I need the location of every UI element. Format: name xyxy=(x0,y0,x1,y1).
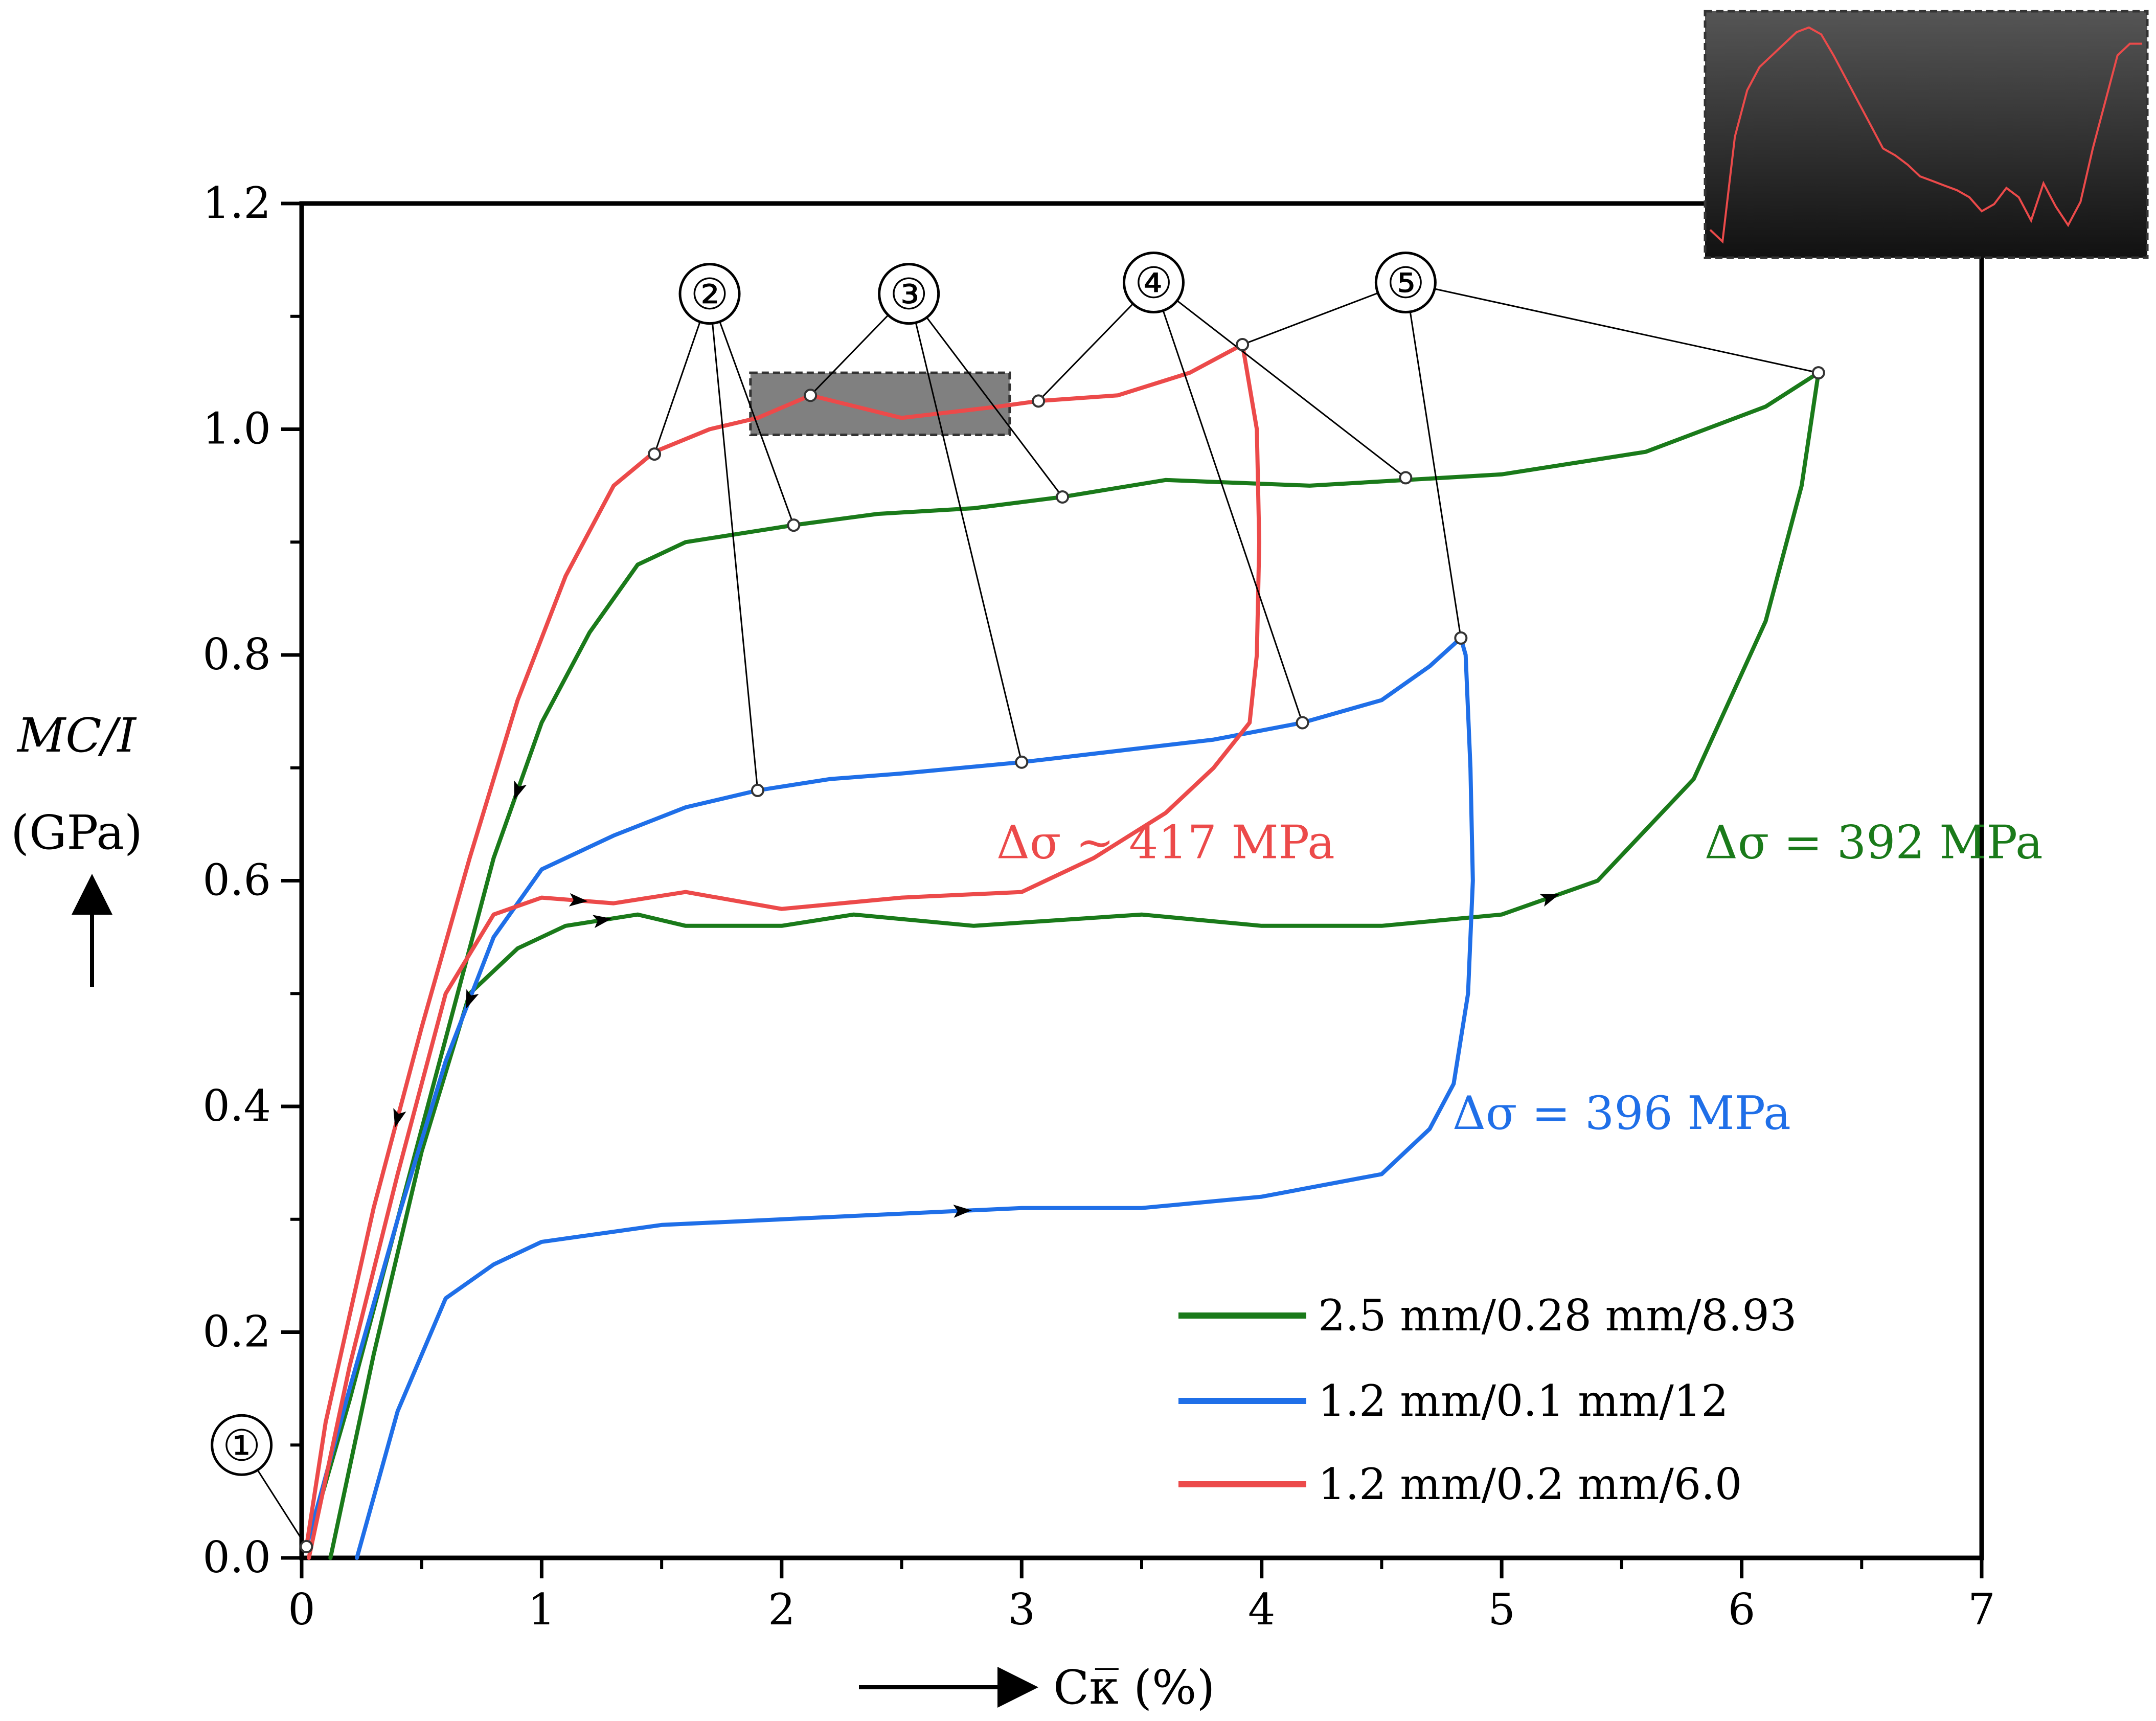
annotation-blue-delta-sigma: Δσ = 396 MPa xyxy=(1453,1086,1791,1140)
stage-point xyxy=(1056,490,1070,504)
leader-line xyxy=(1405,282,1819,374)
y-axis-title-line2: (GPa) xyxy=(11,805,143,860)
stage-marker-label: ④ xyxy=(1134,258,1173,308)
inset-series-line xyxy=(1709,26,2142,244)
y-axis: 0.0 0.2 0.4 0.6 0.8 1.0 1.2 xyxy=(202,178,302,1582)
stage-point xyxy=(1015,755,1029,769)
direction-arrow xyxy=(514,780,527,800)
series-line-blue xyxy=(304,636,1475,1560)
x-tick-label: 2 xyxy=(768,1584,795,1635)
stage-point xyxy=(751,783,764,797)
stage-point xyxy=(300,1539,313,1553)
x-axis: 0 1 2 3 4 5 6 7 xyxy=(288,1558,1995,1635)
y-tick-label: 0.4 xyxy=(202,1081,271,1131)
plot-frame xyxy=(299,201,1984,1560)
stage-marker-label: ① xyxy=(222,1420,261,1470)
y-tick-label: 0.8 xyxy=(202,629,271,680)
x-tick-label: 7 xyxy=(1968,1584,1995,1635)
x-axis-title: Cκ̅ (%) xyxy=(1053,1660,1215,1715)
stage-marker-circle xyxy=(878,263,940,325)
legend: 2.5 mm/0.28 mm/8.93 1.2 mm/0.1 mm/12 1.2… xyxy=(1178,1290,1797,1509)
y-tick-label: 1.0 xyxy=(202,404,271,454)
direction-arrow xyxy=(953,1204,972,1218)
stage-marker-label: ② xyxy=(690,269,729,320)
series-layer xyxy=(304,342,1821,1560)
x-tick-label: 4 xyxy=(1248,1584,1275,1635)
stage-point xyxy=(1032,394,1046,408)
leader-line xyxy=(908,293,1063,497)
direction-arrow xyxy=(393,1108,406,1128)
legend-label-red: 1.2 mm/0.2 mm/6.0 xyxy=(1318,1459,1742,1509)
stage-point xyxy=(1236,337,1250,351)
stage-point xyxy=(1399,471,1413,485)
direction-arrow xyxy=(1539,894,1559,907)
direction-arrow xyxy=(569,893,588,907)
leader-line xyxy=(709,293,795,526)
stage-marker-circle xyxy=(1374,252,1437,314)
stage-point xyxy=(1454,631,1468,645)
legend-label-green: 2.5 mm/0.28 mm/8.93 xyxy=(1318,1290,1797,1341)
series-line-red xyxy=(304,342,1261,1560)
x-tick-label: 5 xyxy=(1488,1584,1515,1635)
stage-marker-circle xyxy=(211,1414,273,1476)
leader-line xyxy=(1404,282,1462,639)
stage-point xyxy=(787,518,801,532)
y-tick-label: 0.0 xyxy=(202,1532,271,1582)
stage-point xyxy=(1811,366,1825,380)
direction-arrow xyxy=(466,989,479,1009)
annotation-red-delta-sigma: Δσ ~ 417 MPa xyxy=(996,816,1335,869)
direction-arrows xyxy=(393,780,1559,1218)
stage-marker-circle xyxy=(1122,252,1185,314)
stage-point xyxy=(804,389,818,402)
x-tick-label: 6 xyxy=(1728,1584,1755,1635)
leader-line xyxy=(908,293,1023,763)
stage-point xyxy=(1296,716,1309,730)
annotation-green-delta-sigma: Δσ = 392 MPa xyxy=(1705,816,2043,869)
stage-point xyxy=(648,447,662,461)
series-line-green xyxy=(311,371,1821,1560)
stage-marker-label: ⑤ xyxy=(1387,258,1425,308)
y-tick-label: 0.6 xyxy=(202,855,271,905)
y-axis-title-line1: MC/I xyxy=(16,708,137,763)
stage-marker-label: ③ xyxy=(890,269,928,320)
inset-zoom xyxy=(1704,10,2149,259)
leader-line xyxy=(1153,282,1406,479)
x-tick-label: 1 xyxy=(528,1584,555,1635)
direction-arrow xyxy=(592,915,612,929)
leader-line xyxy=(1153,282,1303,723)
y-tick-label: 0.2 xyxy=(202,1307,271,1357)
x-tick-label: 0 xyxy=(288,1584,315,1635)
x-tick-label: 3 xyxy=(1008,1584,1035,1635)
y-tick-label: 1.2 xyxy=(202,178,271,228)
inset-box xyxy=(1704,10,2149,259)
stage-markers: ① ② ③ ④ ⑤ xyxy=(211,252,1825,1553)
leader-line xyxy=(709,293,759,791)
legend-label-blue: 1.2 mm/0.1 mm/12 xyxy=(1318,1376,1729,1426)
stage-marker-circle xyxy=(678,263,741,325)
